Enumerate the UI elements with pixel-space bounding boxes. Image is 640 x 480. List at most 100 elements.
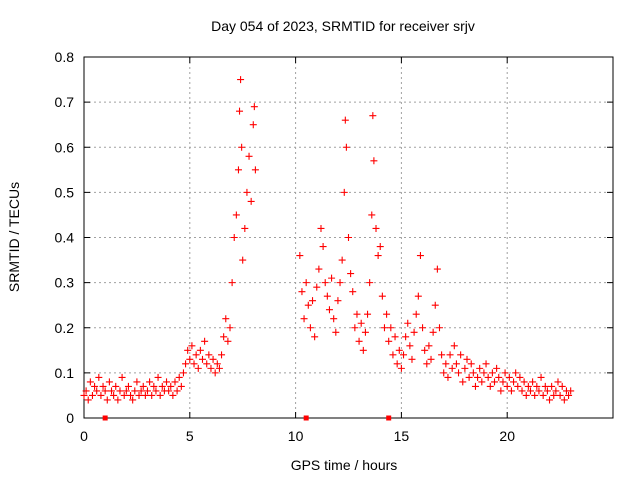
- data-point: [146, 378, 154, 386]
- data-point: [450, 342, 458, 350]
- data-point: [467, 360, 475, 368]
- data-point: [323, 292, 331, 300]
- data-point: [493, 364, 501, 372]
- data-point: [84, 396, 92, 404]
- data-point: [491, 378, 499, 386]
- data-point: [230, 234, 238, 241]
- data-point: [425, 342, 433, 350]
- data-point: [387, 324, 395, 332]
- data-point: [512, 369, 520, 377]
- y-tick-label: 0.8: [55, 49, 75, 65]
- data-point: [448, 364, 456, 372]
- data-point: [370, 157, 378, 165]
- data-point: [338, 256, 346, 264]
- data-point: [127, 391, 135, 399]
- data-point: [222, 315, 230, 323]
- data-point: [171, 378, 179, 386]
- data-point: [393, 360, 401, 368]
- data-point: [120, 391, 128, 399]
- data-point: [228, 279, 236, 287]
- data-point: [304, 301, 312, 309]
- data-point: [103, 396, 111, 404]
- data-point: [385, 337, 393, 345]
- data-point: [184, 346, 192, 354]
- data-point: [330, 315, 338, 323]
- data-point: [374, 252, 382, 260]
- data-point: [419, 324, 427, 332]
- data-point: [380, 324, 388, 332]
- data-point: [250, 103, 258, 111]
- data-point: [395, 346, 403, 354]
- data-point: [156, 391, 164, 399]
- data-point: [315, 265, 323, 273]
- data-point: [376, 243, 384, 251]
- data-point: [190, 360, 198, 368]
- data-point: [116, 387, 124, 395]
- data-point: [353, 310, 361, 318]
- data-point: [397, 364, 405, 372]
- data-point: [378, 292, 386, 300]
- data-point: [137, 387, 145, 395]
- data-point: [220, 333, 228, 341]
- data-point: [412, 310, 420, 318]
- data-point: [342, 143, 350, 151]
- data-point: [488, 369, 496, 377]
- data-point: [332, 328, 340, 336]
- data-point: [143, 387, 151, 395]
- data-point: [207, 364, 215, 372]
- x-tick-label: 0: [80, 428, 88, 444]
- data-point: [239, 256, 247, 264]
- data-point: [311, 333, 319, 341]
- data-point: [173, 387, 181, 395]
- data-point: [232, 211, 240, 219]
- data-point: [510, 378, 518, 386]
- data-point: [328, 274, 336, 282]
- x-tick-label: 20: [499, 428, 515, 444]
- data-point: [541, 382, 549, 390]
- data-point: [546, 396, 554, 404]
- data-point: [131, 387, 139, 395]
- x-tick-label: 15: [394, 428, 410, 444]
- data-point: [548, 382, 556, 390]
- data-point: [368, 211, 376, 219]
- data-point: [215, 364, 223, 372]
- data-point: [302, 279, 310, 287]
- data-point: [135, 391, 143, 399]
- data-point: [209, 355, 217, 363]
- y-tick-label: 0.6: [55, 139, 75, 155]
- data-point: [552, 387, 560, 395]
- data-point: [112, 382, 120, 390]
- data-point: [325, 306, 333, 314]
- data-point: [203, 360, 211, 368]
- data-point: [340, 188, 348, 196]
- data-point: [383, 310, 391, 318]
- data-point: [503, 382, 511, 390]
- data-point: [524, 382, 532, 390]
- data-point: [444, 373, 452, 381]
- data-point: [476, 364, 484, 372]
- data-point: [141, 391, 149, 399]
- data-point: [198, 355, 206, 363]
- data-point: [148, 391, 156, 399]
- data-point: [334, 297, 342, 305]
- chart-title: Day 054 of 2023, SRMTID for receiver srj…: [211, 18, 475, 34]
- data-point: [452, 360, 460, 368]
- axis-markers: [102, 415, 392, 421]
- data-point: [459, 378, 467, 386]
- y-tick-label: 0.3: [55, 275, 75, 291]
- data-point: [554, 378, 562, 386]
- data-point: [507, 387, 515, 395]
- data-point: [296, 252, 304, 260]
- data-point: [423, 360, 431, 368]
- data-point: [108, 387, 116, 395]
- data-point: [429, 328, 437, 336]
- data-point: [169, 391, 177, 399]
- data-point: [237, 76, 245, 84]
- data-point: [238, 143, 246, 151]
- data-point: [163, 378, 171, 386]
- data-point: [529, 378, 537, 386]
- data-point: [435, 324, 443, 332]
- data-point: [438, 351, 446, 359]
- data-point: [319, 243, 327, 251]
- data-point: [249, 121, 257, 129]
